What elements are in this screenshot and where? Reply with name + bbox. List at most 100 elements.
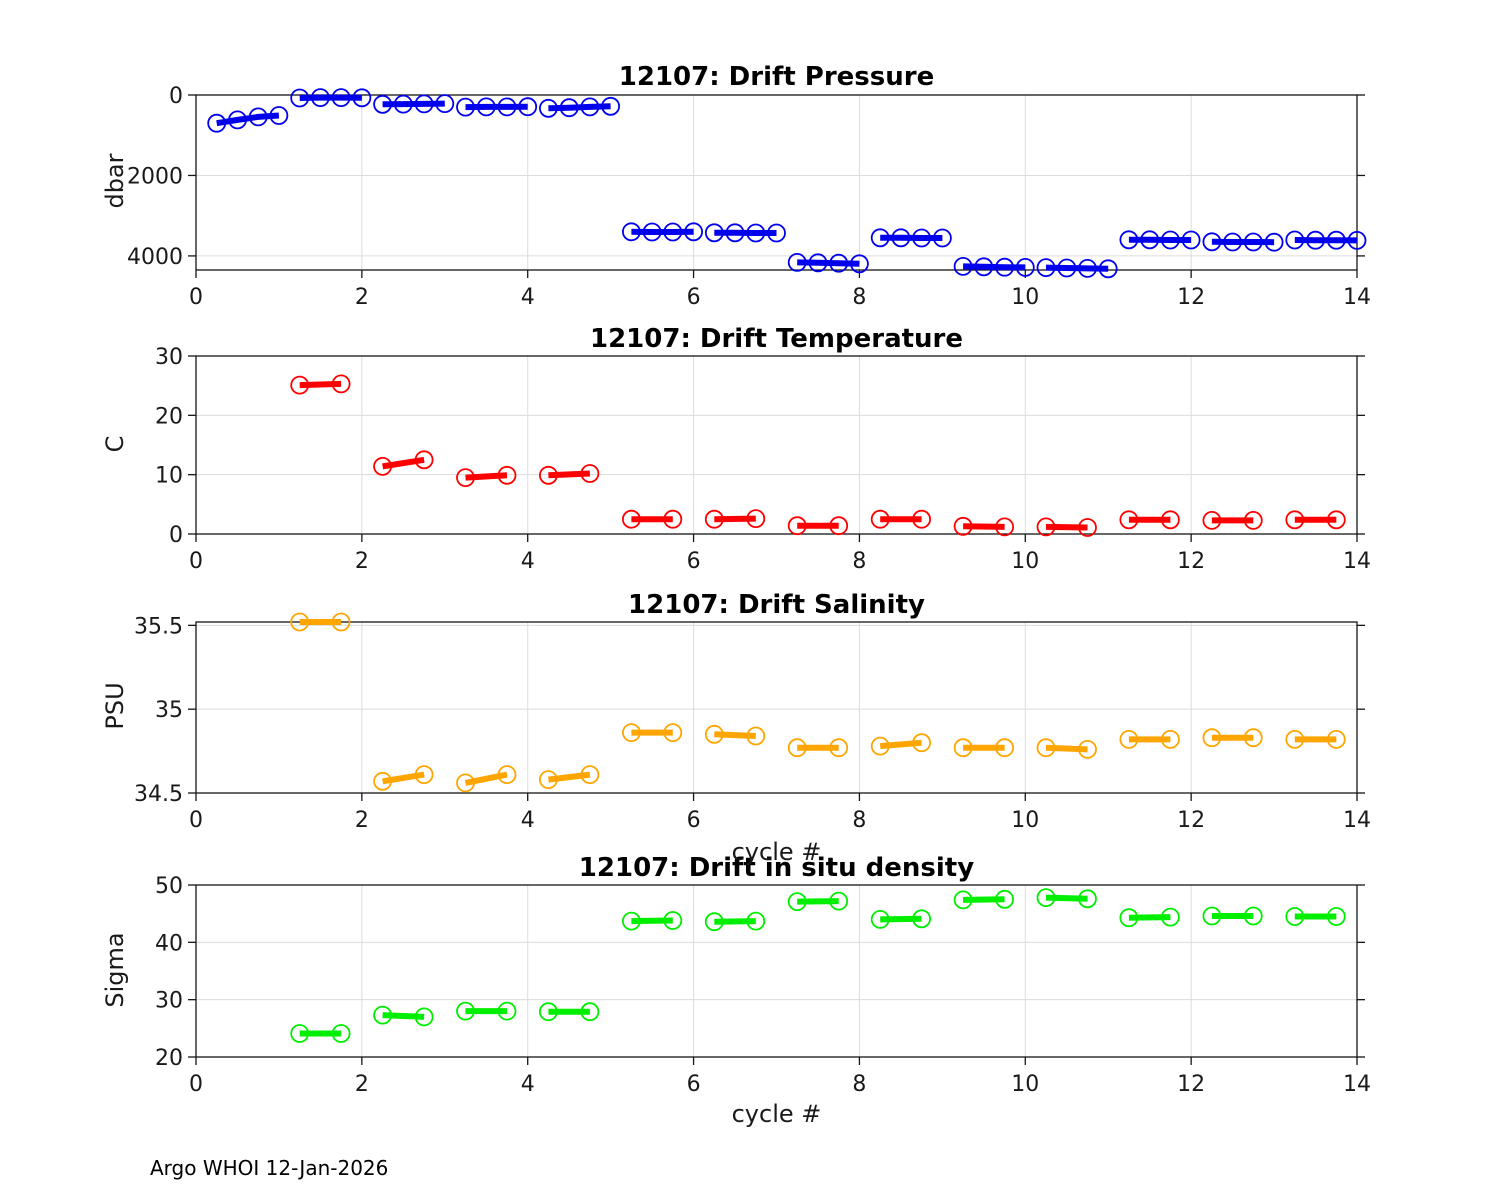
data-point-marker [1036, 258, 1056, 278]
data-point-marker [704, 912, 724, 932]
drift-line-segment [382, 771, 425, 785]
y-tick-label: 0 [169, 523, 183, 548]
x-tick-label: 2 [355, 549, 369, 574]
x-tick-label: 14 [1343, 549, 1371, 574]
x-tick-label: 6 [687, 808, 701, 833]
data-point-marker [870, 910, 890, 929]
x-tick-label: 6 [687, 1072, 701, 1097]
data-point-marker [1223, 232, 1242, 252]
drift-line-segment [465, 472, 508, 481]
data-point-marker [995, 738, 1014, 758]
x-tick-label: 0 [189, 808, 203, 833]
data-point-marker [1326, 230, 1346, 250]
data-point-marker [290, 375, 310, 395]
data-point-marker [1243, 511, 1263, 530]
data-point-marker [912, 509, 931, 529]
data-point-marker [829, 516, 849, 536]
drift-line-segment [382, 100, 445, 108]
data-point-marker [539, 465, 558, 485]
data-point-marker [663, 911, 683, 930]
data-point-marker [248, 107, 268, 127]
data-point-marker [310, 88, 330, 107]
drift-line-segment [631, 917, 673, 925]
data-point-marker [601, 96, 620, 116]
drift-line-segment [963, 523, 1005, 530]
drift-line-segment [382, 456, 425, 470]
data-point-marker [497, 1001, 517, 1021]
x-tick-label: 2 [355, 808, 369, 833]
drift-line-segment [1045, 894, 1088, 902]
subplot-3-plot-area: 34.5 35 35.5 0 2 4 6 8 10 12 14 [134, 612, 1371, 833]
drift-line-segment [548, 103, 611, 112]
data-point-marker [870, 228, 890, 248]
data-point-marker [580, 464, 600, 483]
data-point-marker [435, 94, 455, 113]
x-tick-label: 4 [521, 549, 535, 574]
data-point-marker [539, 1002, 558, 1022]
data-point-marker [373, 94, 393, 114]
data-point-marker [1078, 518, 1097, 537]
data-point-marker [1036, 738, 1056, 758]
y-tick-label: 20 [155, 1046, 183, 1071]
drift-line-segment [382, 1012, 425, 1020]
data-point-marker [1285, 907, 1305, 926]
data-point-marker [746, 509, 766, 528]
data-point-marker [1202, 728, 1222, 748]
data-point-marker [829, 738, 849, 758]
y-tick-label: 34.5 [134, 782, 183, 807]
y-tick-label: 4000 [127, 245, 183, 270]
data-point-marker [1078, 889, 1097, 909]
data-point-marker [829, 253, 849, 273]
pressure-y-axis-label: dbar [101, 153, 129, 209]
x-tick-label: 2 [355, 285, 369, 310]
data-point-marker [787, 738, 807, 758]
data-point-marker [331, 88, 351, 107]
drift-line-segment [714, 918, 756, 925]
data-point-marker [1036, 888, 1056, 907]
y-tick-label: 50 [155, 874, 183, 899]
y-tick-label: 20 [155, 404, 183, 429]
subplot-4-plot-area: 20 30 40 50 0 2 4 6 8 10 12 14 [155, 874, 1371, 1097]
data-point-marker [1326, 907, 1346, 926]
data-point-marker [829, 891, 849, 911]
data-point-marker [456, 1001, 475, 1021]
drift-line-segment [963, 263, 1026, 271]
data-point-marker [746, 911, 766, 931]
data-point-marker [622, 509, 641, 529]
data-point-marker [787, 892, 807, 911]
data-point-marker [456, 773, 475, 793]
data-point-marker [1015, 257, 1035, 277]
temperature-plot-title: 12107: Drift Temperature [589, 324, 964, 354]
drift-line-segment [880, 915, 922, 923]
data-point-marker [331, 612, 351, 632]
data-point-marker [1119, 230, 1139, 250]
data-point-marker [580, 765, 600, 784]
data-point-marker [912, 228, 931, 248]
drift-line-segment [299, 380, 342, 389]
data-point-marker [1140, 230, 1160, 250]
data-point-marker [414, 450, 434, 470]
density-x-axis-label: cycle # [731, 1100, 822, 1128]
data-point-marker [746, 726, 766, 746]
data-point-marker [1161, 510, 1180, 530]
data-point-marker [352, 88, 372, 108]
data-point-marker [870, 509, 890, 529]
data-point-marker [497, 765, 517, 784]
data-point-marker [1285, 230, 1305, 250]
data-point-marker [622, 723, 641, 742]
data-point-marker [518, 97, 538, 117]
data-point-marker [622, 911, 641, 931]
axes-box [195, 355, 1358, 535]
y-tick-label: 10 [155, 464, 183, 489]
data-point-marker [787, 516, 807, 536]
x-tick-label: 8 [852, 549, 866, 574]
drift-line-segment [1045, 523, 1088, 531]
data-point-marker [539, 98, 558, 118]
x-tick-label: 10 [1011, 808, 1039, 833]
data-point-marker [1161, 230, 1180, 250]
y-tick-label: 30 [155, 989, 183, 1014]
data-point-marker [539, 770, 558, 789]
data-point-marker [1243, 728, 1263, 748]
drift-line-segment [963, 896, 1005, 903]
drift-line-segment [548, 470, 591, 479]
